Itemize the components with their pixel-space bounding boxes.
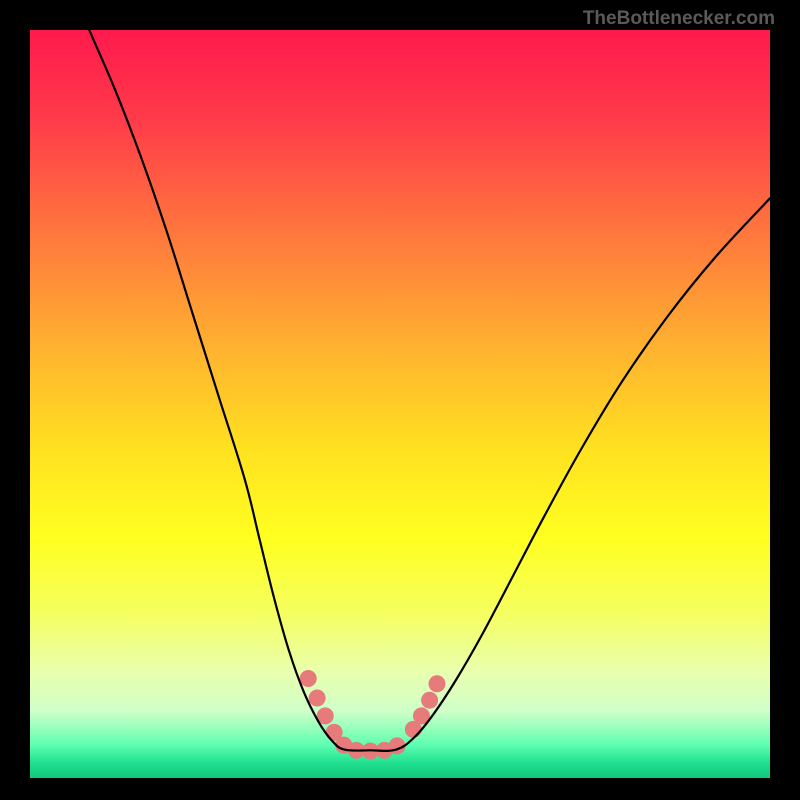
highlight-marker bbox=[421, 692, 438, 709]
bottleneck-curve bbox=[89, 30, 770, 751]
highlight-marker bbox=[309, 689, 326, 706]
highlight-marker bbox=[300, 670, 317, 687]
highlight-marker bbox=[429, 675, 446, 692]
chart-svg bbox=[0, 0, 800, 800]
